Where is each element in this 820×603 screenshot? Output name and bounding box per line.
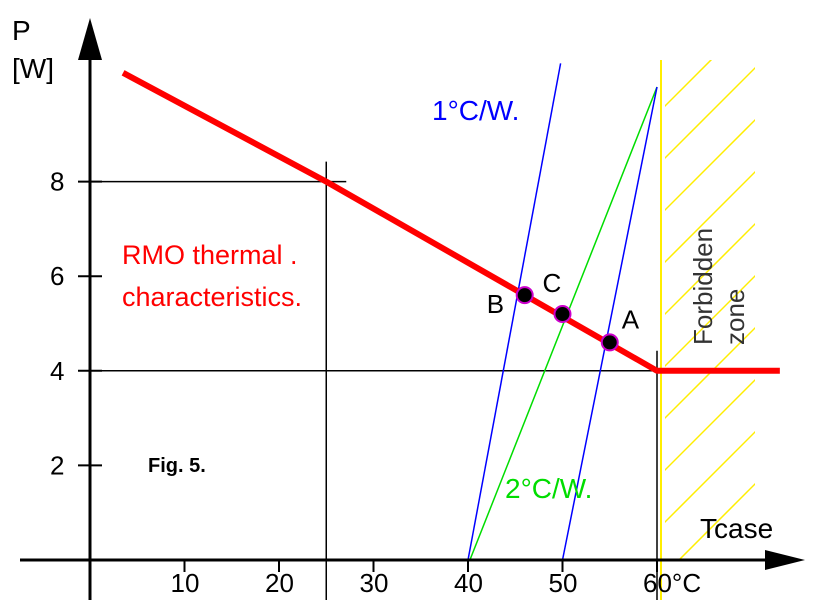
thermal-title-line2: characteristics. — [122, 282, 302, 312]
resistance-line — [467, 63, 562, 561]
y-tick-label: 2 — [50, 450, 64, 480]
hatch-line — [665, 274, 755, 368]
hatch-line — [665, 222, 755, 316]
label-2cw: 2°C/W. — [505, 473, 592, 504]
operating-point — [600, 333, 619, 352]
operating-point — [553, 305, 572, 324]
forbidden-zone-label-2: zone — [720, 289, 750, 345]
x-tick-label: 40 — [454, 568, 483, 598]
figure-label: Fig. 5. — [148, 455, 206, 477]
hatch-line — [665, 170, 755, 264]
guide-lines — [90, 161, 658, 600]
point-label: B — [487, 289, 504, 319]
y-axis-title-unit: [W] — [12, 53, 54, 84]
resistance-line — [469, 86, 658, 561]
y-tick-label: 6 — [50, 261, 64, 291]
point-label: C — [543, 268, 562, 298]
rmo-thermal-characteristic — [121, 70, 780, 374]
y-axis-title-p: P — [12, 15, 31, 46]
hatch-line — [665, 118, 755, 212]
hatch-line — [665, 378, 755, 472]
hatch-line — [665, 430, 755, 524]
operating-points: B C A — [487, 268, 640, 352]
point-label: A — [622, 304, 640, 334]
x-ticks: 10 20 30 40 50 60°C — [171, 560, 701, 598]
thermal-resistance-lines — [467, 63, 658, 561]
operating-point — [515, 286, 534, 305]
x-tick-label: 50 — [549, 568, 578, 598]
resistance-line — [561, 86, 658, 561]
y-tick-label: 4 — [50, 356, 64, 386]
x-tick-label: 10 — [171, 568, 200, 598]
y-ticks: 2 4 6 8 — [50, 167, 102, 480]
hatch-line — [665, 66, 755, 160]
y-axis-arrow — [78, 18, 102, 60]
x-tick-label: 20 — [265, 568, 294, 598]
x-axis-arrow — [765, 550, 805, 570]
x-tick-label: 60°C — [643, 568, 701, 598]
label-1cw: 1°C/W. — [432, 95, 519, 126]
x-tick-label: 30 — [360, 568, 389, 598]
thermal-title-line1: RMO thermal . — [122, 240, 298, 270]
y-tick-label: 8 — [50, 167, 64, 197]
hatch-line — [665, 60, 713, 108]
hatch-line — [665, 326, 755, 420]
x-axis-title: Tcase — [700, 513, 773, 544]
forbidden-zone-label-1: Forbidden — [688, 228, 718, 345]
